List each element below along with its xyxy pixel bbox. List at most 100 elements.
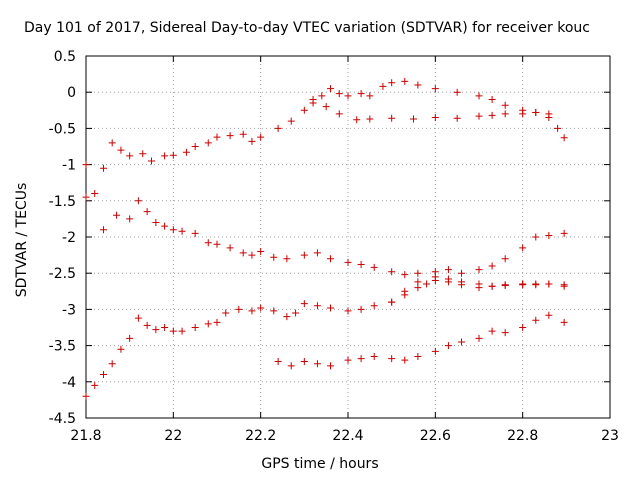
data-point	[431, 347, 439, 355]
y-tick-label: 0.5	[54, 49, 76, 65]
data-point	[292, 309, 300, 317]
data-point	[161, 222, 169, 230]
data-point	[191, 324, 199, 331]
data-point	[300, 106, 308, 114]
data-point	[274, 358, 282, 366]
data-point	[357, 90, 365, 98]
data-point	[388, 355, 396, 363]
data-point	[501, 255, 509, 263]
x-axis-label: GPS time / hours	[261, 456, 379, 472]
data-point	[431, 85, 439, 93]
data-point	[300, 300, 308, 308]
x-tick-label: 22	[164, 428, 182, 444]
data-point	[143, 321, 151, 329]
data-point	[560, 229, 568, 237]
data-point	[519, 110, 527, 118]
series-track-4	[82, 276, 568, 400]
data-point	[431, 114, 439, 122]
data-point	[488, 111, 496, 119]
data-point	[274, 124, 282, 132]
data-point	[370, 263, 378, 271]
data-point	[501, 110, 509, 118]
data-point	[169, 327, 177, 335]
data-points	[82, 77, 568, 400]
data-point	[248, 307, 256, 315]
data-point	[414, 269, 422, 277]
data-point	[414, 278, 422, 286]
data-point	[501, 329, 509, 337]
data-point	[161, 152, 169, 160]
data-point	[545, 232, 553, 240]
data-point	[248, 251, 256, 259]
data-point	[475, 334, 483, 342]
data-point	[213, 318, 221, 326]
data-point	[270, 253, 278, 261]
data-point	[318, 92, 326, 100]
data-point	[401, 287, 409, 295]
data-point	[458, 269, 466, 277]
data-point	[148, 157, 155, 165]
data-point	[532, 280, 540, 288]
data-point	[82, 392, 90, 400]
data-point	[257, 247, 265, 255]
data-point	[488, 95, 496, 103]
data-point	[213, 240, 221, 248]
data-point	[388, 79, 396, 87]
data-point	[283, 313, 291, 321]
data-point	[248, 137, 256, 145]
data-point	[222, 309, 230, 317]
data-point	[287, 362, 295, 370]
data-point	[532, 108, 540, 116]
data-point	[226, 244, 234, 252]
data-point	[519, 244, 527, 252]
x-tick-label: 22.4	[332, 428, 363, 444]
y-tick-label: -3	[62, 302, 76, 318]
data-point	[379, 82, 387, 90]
data-point	[117, 146, 125, 154]
data-point	[560, 281, 568, 289]
data-point	[82, 161, 90, 169]
x-tick-label: 23	[601, 428, 619, 444]
data-point	[108, 360, 116, 368]
series-track-3	[82, 190, 568, 279]
data-point	[335, 110, 343, 118]
data-point	[226, 132, 234, 140]
data-point	[388, 298, 396, 306]
data-point	[126, 334, 134, 342]
data-point	[169, 151, 177, 159]
data-point	[554, 124, 562, 132]
data-point	[91, 190, 99, 198]
data-point	[204, 239, 212, 247]
data-point	[475, 92, 483, 100]
data-point	[327, 85, 335, 93]
axis-ticks: 21.8 22 22.2 22.4 22.6 22.8 23 0.5 0 -0.5 -1 -1.5 -2…	[49, 49, 619, 444]
data-point	[475, 112, 483, 120]
x-tick-label: 21.8	[70, 428, 101, 444]
data-point	[353, 116, 361, 124]
data-point	[532, 233, 540, 241]
data-point	[370, 302, 378, 310]
series-track-6	[274, 311, 568, 370]
data-point	[313, 360, 321, 368]
data-point	[108, 139, 116, 147]
data-point	[91, 381, 99, 389]
data-point	[161, 324, 169, 331]
data-point	[239, 249, 247, 257]
y-tick-label: -1.5	[49, 194, 76, 210]
data-point	[313, 249, 321, 257]
data-point	[313, 302, 321, 310]
data-point	[501, 282, 509, 290]
data-point	[366, 92, 374, 100]
data-point	[257, 304, 265, 312]
data-point	[370, 352, 378, 360]
data-point	[309, 95, 317, 103]
data-point	[453, 88, 461, 96]
grid-lines	[86, 56, 610, 418]
data-point	[139, 150, 147, 158]
data-point	[335, 90, 343, 98]
data-point	[143, 208, 151, 216]
data-point	[431, 273, 439, 281]
y-tick-label: -2	[62, 230, 76, 246]
